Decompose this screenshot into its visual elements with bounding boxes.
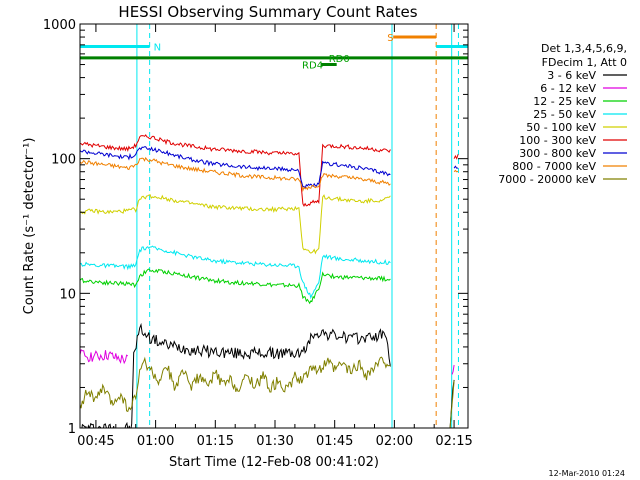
series-line-5-1: [453, 154, 459, 160]
legend-label-5: 100 - 300 keV: [519, 134, 596, 147]
series-line-3-0: [80, 245, 391, 300]
x-tick-label-6: 02:15: [435, 434, 472, 449]
plot-frame: [79, 23, 469, 429]
series-line-7-0: [80, 156, 391, 193]
series-line-1-0: [80, 349, 129, 365]
legend-label-7: 800 - 7000 keV: [512, 160, 596, 173]
series-line-7-1: [453, 169, 459, 173]
x-tick-label-3: 01:30: [256, 434, 293, 449]
x-axis-ticks: 00:45 01:00 01:15 01:30 01:45 02:00 02:15: [77, 24, 473, 449]
legend-header-0: Det 1,3,4,5,6,9,: [541, 42, 627, 55]
legend-label-2: 12 - 25 keV: [533, 95, 596, 108]
y-tick-label-0: 1: [68, 422, 76, 437]
x-tick-label-0: 00:45: [77, 434, 114, 449]
x-tick-label-2: 01:15: [197, 434, 234, 449]
y-axis-label: Count Rate (s⁻¹ detector⁻¹): [22, 138, 37, 315]
series-line-8-1: [449, 380, 455, 428]
legend-header-1: FDecim 1, Att 0: [542, 56, 627, 69]
flag-label-s: S: [387, 33, 393, 44]
legend-label-8: 7000 - 20000 keV: [498, 173, 596, 186]
y-tick-label-1: 10: [59, 287, 76, 302]
flag-label-rd4: RD4: [302, 61, 323, 72]
plot-area: N S RD0 RD4: [80, 24, 468, 428]
series-line-1-1: [451, 364, 455, 375]
y-tick-label-2: 100: [51, 153, 76, 168]
legend: Det 1,3,4,5,6,9,FDecim 1, Att 03 - 6 keV…: [498, 42, 627, 186]
vertical-markers: [136, 24, 459, 428]
series-line-0-0: [80, 322, 391, 428]
x-tick-label-4: 01:45: [316, 434, 353, 449]
series-line-4-0: [80, 194, 391, 255]
series-line-2-0: [80, 268, 391, 305]
series-line-6-1: [453, 165, 459, 169]
flag-labels: N S RD0 RD4: [154, 33, 394, 71]
x-tick-label-5: 02:00: [376, 434, 413, 449]
series-line-5-0: [80, 134, 391, 207]
legend-label-1: 6 - 12 keV: [540, 82, 596, 95]
legend-label-0: 3 - 6 keV: [547, 69, 596, 82]
x-tick-label-1: 01:00: [137, 434, 174, 449]
series-lines: [80, 134, 459, 428]
y-axis-ticks: 1 10 100 1000: [43, 18, 468, 437]
series-line-8-0: [80, 356, 391, 413]
flag-label-n: N: [154, 43, 161, 54]
legend-label-6: 300 - 800 keV: [519, 147, 596, 160]
footer-timestamp: 12-Mar-2010 01:24: [549, 469, 626, 478]
chart-title: HESSI Observing Summary Count Rates: [118, 3, 417, 21]
legend-label-3: 25 - 50 keV: [533, 108, 596, 121]
y-tick-label-3: 1000: [43, 18, 76, 33]
x-axis-label: Start Time (12-Feb-08 00:41:02): [169, 455, 379, 470]
legend-label-4: 50 - 100 keV: [526, 121, 596, 134]
flag-bars: [80, 35, 468, 67]
flag-label-rd0: RD0: [329, 54, 350, 65]
series-line-6-0: [80, 146, 391, 190]
